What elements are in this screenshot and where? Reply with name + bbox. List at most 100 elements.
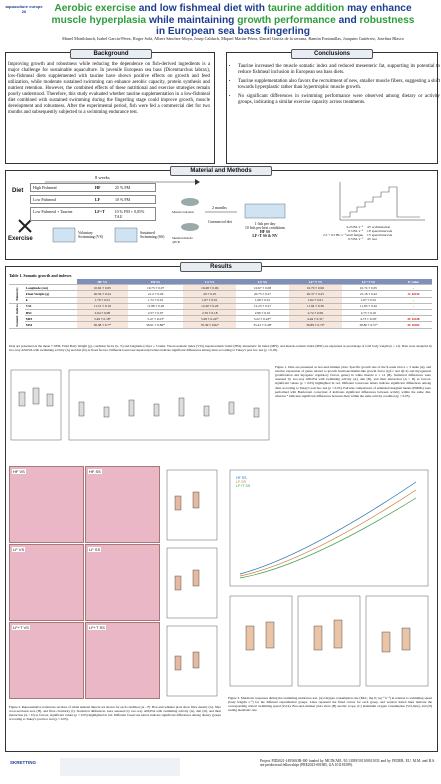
protocol-cell: 45' acclimatation: [367, 225, 391, 229]
title-part: taurine addition: [267, 3, 345, 14]
row-label: MSI: [24, 321, 77, 329]
table-cell: 1.70 ± 0.01: [76, 297, 128, 304]
column-header: HF VS: [76, 279, 128, 286]
protocol-steps: [342, 186, 420, 218]
swim-tunnel: [244, 203, 286, 219]
table-row: k 1.70 ± 0.01 1.72 ± 0.01 1.67 ± 0.01 1.68 ±…: [9, 297, 432, 304]
column-header: LF VS: [183, 279, 237, 286]
table-cell: 36.89 ± 0.72ᵇ: [288, 321, 342, 329]
muscle-section: HF SS: [85, 466, 160, 543]
diet-row: High Fishmeal HF 25 % FM: [30, 183, 156, 192]
table-cell: 20 ± 0.25: [183, 290, 237, 298]
table-cell: 10.67 ± 0.08: [236, 284, 289, 292]
title-part: and low fishmeal diet with: [135, 3, 268, 14]
table-cell: 36.91 ± 0.86ᵃᵇ: [127, 321, 184, 329]
table-cell: 10.74 ± 0.05: [341, 284, 395, 292]
muscle-section: HF VS: [9, 466, 84, 543]
table-cell: 1.62 ± 0.01: [288, 297, 342, 304]
section-title: Conclusions: [291, 49, 373, 59]
column-header: P-value: [394, 279, 432, 286]
background-panel: [5, 52, 215, 164]
event-logo: aquaculture europe 26: [5, 4, 43, 14]
fig1-plots: [10, 369, 270, 441]
table-corner: [24, 279, 77, 286]
table-cell: 5.28 ± 0.24ᵃᵇ: [183, 315, 237, 323]
sponsor-logo: SKRETTING: [10, 760, 37, 765]
row-label: MFI: [24, 315, 77, 323]
table-cell: 12.40 ± 0.26: [183, 303, 237, 310]
funding-text: Project PID2021-149563OB-I00 funded by M…: [260, 759, 435, 768]
exercise-label: Exercise: [8, 236, 33, 242]
protocol-axes: [339, 182, 425, 221]
after-label: 2 months: [212, 205, 227, 210]
test-group: HF SS: [259, 230, 271, 234]
panel-label: HF SS: [88, 469, 102, 474]
protocol-cell: 0.5 BL·s⁻¹: [348, 229, 363, 233]
table-cell: 11.94 ± 0.36: [288, 303, 342, 310]
table-cell: 1.67 ± 0.01: [341, 297, 395, 304]
title-part: growth performance: [237, 14, 336, 26]
protocol: 0.25 BL·s⁻¹ 45' acclimatation 0.5 BL·s⁻¹ 10…: [300, 225, 430, 241]
table-cell: 2.64 ± 0.08: [76, 309, 128, 317]
table-cell: 10.48 ± 0.06: [183, 284, 237, 292]
cross-icon: [18, 219, 32, 233]
table-cell: 2.86 ± 0.10: [236, 309, 289, 317]
row-label: VSI: [24, 303, 77, 310]
protocol-row: 0.5 BL·s⁻¹ 10' speed intervals: [300, 229, 430, 233]
table-cell: 10.62 ± 0.65: [76, 284, 128, 292]
table-cell: 1.68 ± 0.01: [236, 297, 289, 304]
test-line: 10 fish per best conditions: [244, 226, 286, 230]
table-cell: 2.76 ± 0.18: [183, 309, 237, 317]
diet-fm: 10 % FM + 0,05% TAU: [114, 209, 145, 219]
figure-1-caption: Figure 1. Data are presented as box-and-…: [275, 365, 431, 398]
table-cell: 10.75 ± 0.07: [127, 284, 184, 292]
table-title: Table 1. Somatic growth and indexes: [9, 273, 72, 278]
table-header: HF VS HF SS LF VS LF SS LF+T VS LF+T SS P-valu…: [9, 279, 432, 286]
title-part: muscle hyperplasia: [51, 14, 147, 26]
title-part: in European sea bass fingerling: [156, 26, 310, 38]
table-cell: A: 0.032: [394, 290, 432, 298]
diet-code: LF+T: [94, 209, 105, 214]
diet-fm: 25 % FM: [115, 185, 131, 190]
group-label: Somatic indices: [9, 303, 25, 328]
section-title: Background: [70, 49, 152, 59]
figure-3-caption: Figure 3. Metabolic responses during the…: [228, 696, 432, 713]
diet-row: Low Fishmeal LF 10 % FM: [30, 195, 156, 204]
table-cell: 11.51 ± 0.19: [76, 303, 128, 310]
table-cell: 5.49 ± 0.18ᵇ: [76, 315, 128, 323]
conclusion-item: No significant differences in swimming p…: [238, 94, 440, 106]
figure-2-plots: [166, 469, 218, 697]
table-cell: 2.72 ± 0.09: [288, 309, 342, 317]
table-row: MSI 36.38 ± 0.7ᵃᵇ 36.91 ± 0.86ᵃᵇ 35.39 ± 0.…: [9, 321, 432, 329]
table-cell: 4.73 ± 0.29ᵃ: [341, 315, 395, 323]
panel-label: HF VS: [12, 469, 26, 474]
table-cell: -: [394, 303, 432, 310]
duration: 8 weeks: [95, 175, 110, 180]
table-cell: 21.2 ± 0.26: [127, 290, 184, 298]
fish-icon: [181, 198, 199, 206]
group-label: Biometry: [9, 284, 25, 304]
fish-icon: [181, 223, 199, 231]
title-part: robustness: [359, 14, 415, 26]
row-label: Final Weight (g): [24, 290, 77, 298]
table-cell: 20.37 ± 0.25: [288, 290, 342, 298]
table-cell: 10.70 ± 0.06: [288, 284, 342, 292]
table-cell: -: [394, 309, 432, 317]
column-header: HF SS: [127, 279, 184, 286]
methods-diagram: [18, 179, 425, 243]
commercial-label: Commercial diet: [207, 220, 233, 224]
table-cell: 21.18 ± 0.22: [341, 290, 395, 298]
table-cell: 5.22 ± 0.24ᵃᵇ: [236, 315, 289, 323]
table-cell: 2.75 ± 0.10: [341, 309, 395, 317]
background-text: Improving growth and robustness while re…: [8, 62, 210, 115]
arrow-head: [195, 179, 200, 185]
table-cell: 20.75 ± 0.27: [236, 290, 289, 298]
diet-name: High Fishmeal: [33, 185, 57, 190]
table-row: Biometry Longitude (cm) 10.62 ± 0.65 10.75 …: [9, 284, 432, 304]
protocol-cell: 45' rest: [367, 237, 377, 241]
table-cell: 11.85 ± 0.26: [341, 303, 395, 310]
diet-name: Low Fishmeal: [33, 197, 56, 202]
sampling-label: Skeletal muscle qPCR: [172, 236, 193, 244]
table-cell: 2.57 ± 0.07: [127, 309, 184, 317]
